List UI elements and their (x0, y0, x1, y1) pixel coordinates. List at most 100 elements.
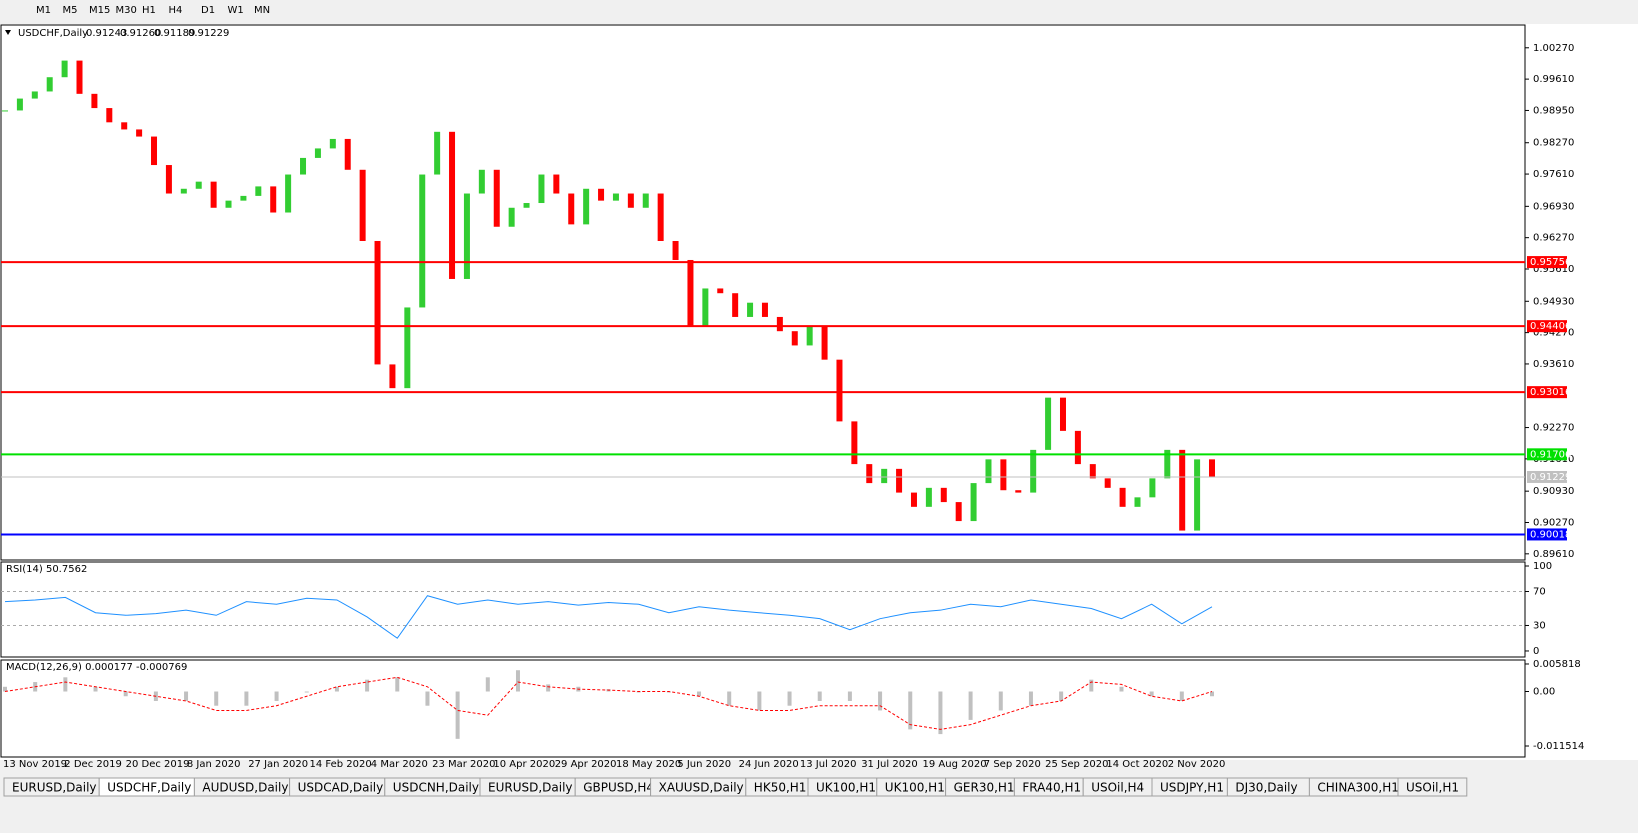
candle (329, 138, 336, 149)
candle (1104, 478, 1111, 488)
tab-label[interactable]: UK100,H1 (816, 781, 876, 795)
candle (434, 131, 441, 175)
x-tick-label: 13 Nov 2019 (3, 759, 67, 770)
macd-bar (1089, 679, 1094, 692)
y-tick-label: 0.96930 (1533, 201, 1574, 212)
timeframe-button[interactable]: M5 (63, 5, 78, 16)
collapse-icon[interactable] (5, 30, 11, 35)
candle (970, 483, 977, 522)
tab-label[interactable]: CHINA300,H1 (1317, 781, 1399, 795)
y-tick-label: 1.00270 (1533, 43, 1574, 54)
candle (1134, 497, 1141, 507)
tab-label[interactable]: FRA40,H1 (1022, 781, 1081, 795)
rsi-line (4, 595, 1213, 639)
candle (747, 302, 754, 317)
tab-label[interactable]: DJ30,Daily (1235, 781, 1297, 795)
y-tick-label: 0.95610 (1533, 264, 1574, 275)
macd-panel (0, 659, 1526, 758)
timeframe-button[interactable]: W1 (228, 5, 244, 16)
y-tick-label: 70 (1533, 586, 1546, 597)
candle (300, 157, 307, 175)
tab-label[interactable]: USDCNH,Daily (393, 781, 479, 795)
symbol-label: USDCHF,Daily (18, 28, 88, 39)
candle (642, 193, 649, 208)
x-tick-label: 8 Jan 2020 (187, 759, 241, 770)
tab-label[interactable]: USOil,H1 (1406, 781, 1459, 795)
candle (866, 464, 873, 484)
tab-label[interactable]: USDJPY,H1 (1160, 781, 1224, 795)
tab-label[interactable]: USOil,H4 (1091, 781, 1144, 795)
candle (776, 316, 783, 332)
rsi-panel (0, 561, 1526, 658)
y-tick-label: 0.94930 (1533, 296, 1574, 307)
macd-bar (123, 691, 128, 697)
tab-label[interactable]: UK100,H1 (885, 781, 945, 795)
y-tick-label: 30 (1533, 620, 1546, 631)
candle (449, 131, 456, 279)
timeframe-button[interactable]: M1 (36, 5, 51, 16)
candle (836, 359, 843, 422)
tab-label[interactable]: EURUSD,Daily (488, 781, 573, 795)
candle (553, 174, 560, 194)
level-tag (1527, 386, 1567, 399)
macd-bar (817, 691, 822, 701)
tab-label[interactable]: USDCHF,Daily (107, 781, 191, 795)
signal-line (4, 676, 1213, 730)
quote-value: 0.91243 (86, 28, 127, 39)
tab-label[interactable]: EURUSD,Daily (12, 781, 97, 795)
macd-bar (1119, 686, 1124, 692)
candle (583, 188, 590, 225)
candle (672, 240, 679, 260)
timeframe-button[interactable]: MN (254, 5, 270, 16)
timeframe-button[interactable]: M30 (116, 5, 137, 16)
tab[interactable] (1397, 777, 1468, 797)
macd-title: MACD(12,26,9) 0.000177 -0.000769 (6, 662, 187, 673)
level-tag (1527, 320, 1567, 333)
y-tick-label: 0.99610 (1533, 74, 1574, 85)
x-tick-label: 20 Dec 2019 (126, 759, 190, 770)
tab-label[interactable]: AUDUSD,Daily (202, 781, 288, 795)
candle (344, 138, 351, 170)
candle (463, 193, 470, 279)
x-tick-label: 14 Feb 2020 (310, 759, 372, 770)
candle (389, 364, 396, 389)
x-tick-label: 18 May 2020 (616, 759, 681, 770)
x-tick-label: 24 Jun 2020 (739, 759, 799, 770)
candle (508, 207, 515, 227)
candle (702, 288, 709, 327)
macd-bar (1149, 691, 1154, 697)
y-tick-label: -0.011514 (1533, 741, 1584, 752)
candle (1015, 490, 1022, 493)
macd-bar (847, 691, 852, 701)
y-tick-label: 0.98950 (1533, 105, 1574, 116)
tab-label[interactable]: GER30,H1 (954, 781, 1015, 795)
candle (717, 288, 724, 294)
macd-bar (908, 691, 913, 730)
candle (240, 195, 247, 201)
candle (1089, 464, 1096, 479)
tab-label[interactable]: GBPUSD,H4 (583, 781, 654, 795)
tab-label[interactable]: USDCAD,Daily (298, 781, 384, 795)
tab-label[interactable]: HK50,H1 (754, 781, 807, 795)
x-tick-label: 7 Sep 2020 (984, 759, 1041, 770)
candle (538, 174, 545, 204)
tab-label[interactable]: XAUUSD,Daily (659, 781, 744, 795)
candle (627, 193, 634, 208)
macd-bar (515, 670, 520, 692)
x-tick-label: 23 Mar 2020 (432, 759, 495, 770)
candle (106, 108, 113, 123)
candle (523, 203, 530, 208)
macd-bar (334, 686, 339, 692)
timeframe-button[interactable]: M15 (89, 5, 110, 16)
macd-bar (304, 691, 309, 693)
candle (806, 326, 813, 346)
level-label: 0.94406 (1530, 321, 1571, 332)
timeframe-button[interactable]: H1 (142, 5, 156, 16)
candle (478, 169, 485, 194)
timeframe-button[interactable]: D1 (201, 5, 215, 16)
candle (761, 302, 768, 317)
macd-bar (938, 691, 943, 735)
macd-bar (727, 691, 732, 706)
timeframe-button[interactable]: H4 (169, 5, 183, 16)
